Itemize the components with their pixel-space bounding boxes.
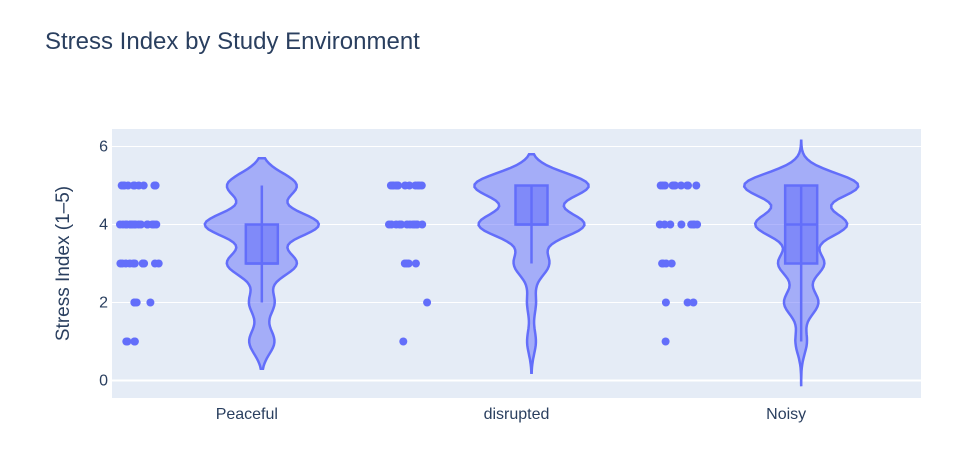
data-point — [418, 220, 427, 229]
chart-title: Stress Index by Study Environment — [45, 28, 420, 55]
y-tick-label: 6 — [99, 139, 108, 156]
data-point — [119, 181, 128, 190]
data-point — [661, 337, 670, 346]
data-point — [125, 259, 134, 268]
box — [514, 184, 549, 226]
y-tick-label: 2 — [99, 294, 108, 311]
data-point — [666, 220, 675, 229]
x-tick-label: Peaceful — [216, 406, 278, 423]
data-point — [683, 181, 692, 190]
box — [244, 223, 280, 265]
data-point — [122, 220, 131, 229]
data-point — [689, 298, 698, 307]
data-point — [660, 220, 669, 229]
data-point — [662, 259, 671, 268]
data-point — [116, 259, 125, 268]
data-point — [411, 259, 420, 268]
data-point — [151, 181, 160, 190]
data-point — [423, 298, 432, 307]
data-point — [130, 337, 139, 346]
y-tick-label: 0 — [99, 372, 108, 389]
data-point — [683, 298, 692, 307]
data-point — [403, 220, 411, 229]
data-point — [411, 181, 420, 190]
y-axis-label: Stress Index (1–5) — [53, 186, 74, 341]
data-point — [677, 181, 686, 190]
data-point — [137, 220, 145, 229]
data-point — [116, 220, 124, 229]
data-point — [677, 220, 686, 229]
data-point — [138, 259, 147, 268]
data-point — [397, 220, 406, 229]
data-point — [692, 181, 701, 190]
data-point — [661, 298, 670, 307]
data-point — [122, 337, 131, 346]
data-point — [146, 298, 155, 307]
data-point — [400, 259, 409, 268]
data-point — [399, 337, 408, 346]
data-point — [130, 298, 139, 307]
data-point — [667, 259, 676, 268]
x-tick-label: Noisy — [766, 406, 806, 423]
y-tick-label: 4 — [99, 217, 108, 234]
data-point — [401, 181, 410, 190]
data-point — [391, 181, 400, 190]
data-point — [139, 181, 148, 190]
data-point — [671, 181, 680, 190]
data-point — [658, 181, 667, 190]
data-point — [410, 220, 419, 229]
data-point — [687, 220, 696, 229]
data-point — [143, 220, 152, 229]
x-tick-label: disrupted — [484, 406, 550, 423]
data-point — [385, 220, 393, 229]
data-point — [128, 220, 137, 229]
data-point — [151, 259, 159, 268]
